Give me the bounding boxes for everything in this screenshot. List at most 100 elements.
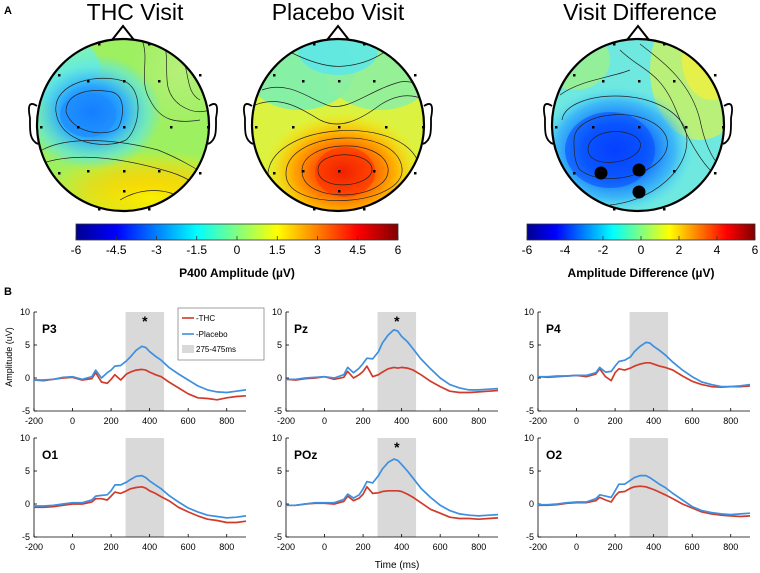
x-tick-label: 400 — [142, 416, 157, 426]
erp-panel-pz: -5 0 5 10 -200 0 200 400 600 800 Pz * — [272, 307, 499, 426]
colorbar-tick-label: 4 — [714, 243, 721, 257]
time-window-shade — [377, 438, 417, 537]
erp-panel-p4: -5 0 5 10 -200 0 200 400 600 800 P4 — [524, 307, 751, 426]
x-tick-label: 400 — [142, 542, 157, 552]
y-tick-label: 5 — [25, 466, 30, 476]
significant-electrode-poz — [632, 185, 646, 199]
series-line-thc — [286, 485, 499, 521]
colorbar-tick-label: -6 — [71, 243, 82, 257]
legend-label-window: 275-475ms — [196, 345, 236, 354]
x-tick-label: 200 — [104, 542, 119, 552]
y-tick-label: -5 — [526, 532, 534, 542]
series-line-placebo — [538, 341, 751, 388]
series-line-thc — [285, 365, 499, 394]
series-line-placebo — [34, 345, 247, 394]
electrode-label: O1 — [42, 448, 58, 462]
colorbar-label: P400 Amplitude (µV) — [179, 266, 295, 280]
x-tick-label: 600 — [181, 416, 196, 426]
y-tick-label: 0 — [25, 499, 30, 509]
y-tick-label: 10 — [20, 307, 30, 317]
y-tick-label: -5 — [274, 406, 282, 416]
y-tick-label: 10 — [524, 433, 534, 443]
colorbar-tick-label: 4.5 — [349, 243, 366, 257]
electrode-label: P4 — [546, 322, 561, 336]
significance-star: * — [394, 313, 400, 329]
y-tick-label: -5 — [526, 406, 534, 416]
time-window-shade — [629, 312, 669, 411]
panel-b-label: B — [4, 286, 12, 298]
erp-plots: -5 0 5 10 -200 0 200 400 600 800 P3 * -5 0 5 10 -200 0 200… — [20, 307, 751, 552]
colorbar-tick-label: 2 — [676, 243, 683, 257]
y-tick-label: 5 — [25, 340, 30, 350]
erp-panel-p3: -5 0 5 10 -200 0 200 400 600 800 P3 * — [20, 307, 247, 426]
colorbar-tick-label: -4 — [560, 243, 571, 257]
colorbar-tick-label: 6 — [395, 243, 402, 257]
y-tick-label: -5 — [22, 532, 30, 542]
x-tick-label: 200 — [356, 416, 371, 426]
x-tick-label: 0 — [574, 416, 579, 426]
topomap-thc: THC Visit — [28, 0, 218, 213]
x-tick-label: -200 — [277, 542, 295, 552]
x-axis-label: Time (ms) — [375, 560, 420, 571]
erp-panel-poz: -5 0 5 10 -200 0 200 400 600 800 POz * — [272, 433, 499, 552]
series-line-thc — [34, 485, 247, 524]
topomap-title: Placebo Visit — [272, 0, 405, 25]
y-tick-label: 5 — [529, 466, 534, 476]
x-tick-label: -200 — [529, 416, 547, 426]
series-line-placebo — [34, 474, 247, 519]
time-window-shade — [125, 312, 165, 411]
electrode-label: P3 — [42, 322, 57, 336]
topomap-difference: Visit Difference — [543, 0, 733, 213]
y-tick-label: -5 — [274, 532, 282, 542]
colorbar-difference: -6 -4 -2 0 2 4 6 Amplitude Difference (µV) — [522, 223, 759, 280]
colorbar-label: Amplitude Difference (µV) — [568, 266, 715, 280]
x-tick-label: -200 — [25, 542, 43, 552]
x-tick-label: 800 — [723, 416, 738, 426]
x-tick-label: 400 — [394, 542, 409, 552]
significance-star: * — [394, 439, 400, 455]
x-tick-label: 800 — [471, 542, 486, 552]
topomap-title: Visit Difference — [563, 0, 717, 25]
y-tick-label: 0 — [277, 499, 282, 509]
x-tick-label: 200 — [608, 416, 623, 426]
colorbar-tick-label: 0 — [234, 243, 241, 257]
colorbar-tick-label: -1.5 — [186, 243, 207, 257]
x-tick-label: 0 — [70, 416, 75, 426]
x-tick-label: 800 — [723, 542, 738, 552]
legend: -THC -Placebo 275-475ms — [177, 307, 265, 361]
x-tick-label: 0 — [70, 542, 75, 552]
x-tick-label: 800 — [219, 416, 234, 426]
colorbar-tick-label: -6 — [522, 243, 533, 257]
x-tick-label: -200 — [277, 416, 295, 426]
x-tick-label: 0 — [322, 542, 327, 552]
colorbar-tick-label: -4.5 — [106, 243, 127, 257]
y-tick-label: 5 — [277, 340, 282, 350]
colorbar-tick-label: -2 — [598, 243, 609, 257]
x-tick-label: 0 — [574, 542, 579, 552]
significance-star: * — [142, 313, 148, 329]
legend-label-placebo: -Placebo — [196, 330, 228, 339]
x-tick-label: -200 — [25, 416, 43, 426]
series-line-placebo — [286, 458, 499, 517]
series-line-placebo — [538, 474, 751, 516]
y-tick-label: 10 — [20, 433, 30, 443]
x-tick-label: 400 — [646, 416, 661, 426]
y-tick-label: 10 — [272, 433, 282, 443]
panel-a-label: A — [4, 5, 12, 17]
y-tick-label: 10 — [524, 307, 534, 317]
y-tick-label: 0 — [277, 373, 282, 383]
colorbar-tick-label: -3 — [151, 243, 162, 257]
colorbar-tick-label: 6 — [752, 243, 759, 257]
x-tick-label: 800 — [219, 542, 234, 552]
topomap-title: THC Visit — [87, 0, 184, 25]
electrode-label: POz — [294, 448, 317, 462]
significant-electrode-pz — [632, 163, 646, 177]
x-tick-label: 0 — [322, 416, 327, 426]
electrode-label: Pz — [294, 322, 308, 336]
x-tick-label: 600 — [433, 416, 448, 426]
series-line-placebo — [286, 328, 499, 391]
x-tick-label: 800 — [471, 416, 486, 426]
topomap-placebo: Placebo Visit — [243, 0, 433, 213]
time-window-shade — [377, 312, 417, 411]
